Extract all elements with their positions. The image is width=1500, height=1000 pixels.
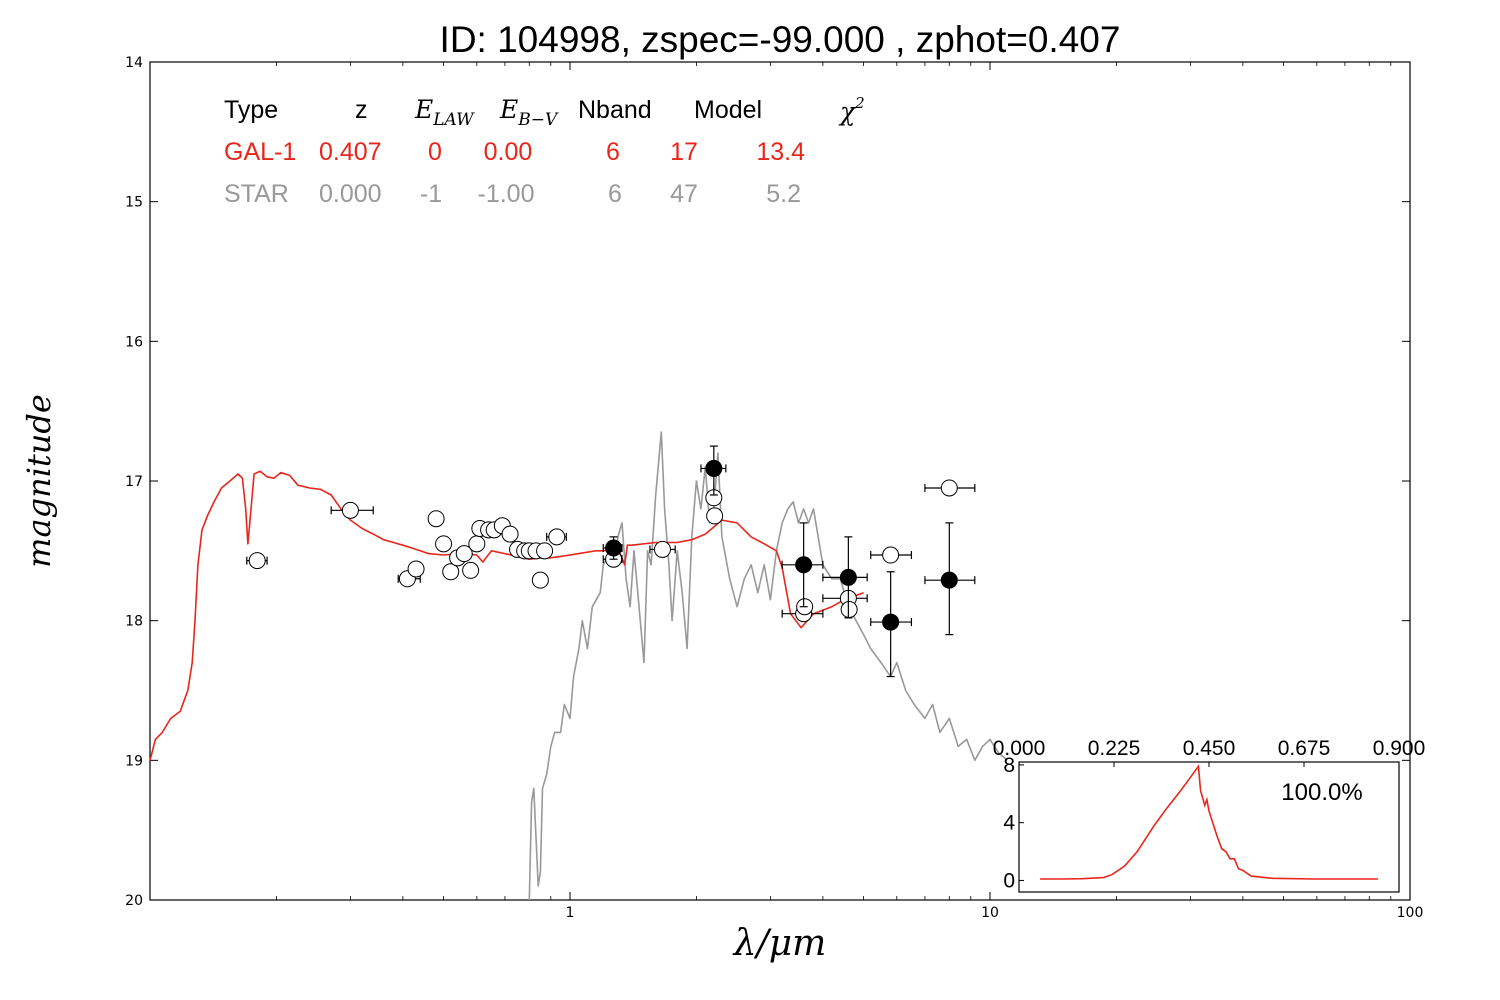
open-data-point (248, 552, 266, 570)
y-tick-label: 19 (125, 753, 143, 769)
inset-x-axis: 0.000 0.225 0.450 0.675 0.900 (993, 737, 1426, 767)
open-data-point (536, 542, 554, 560)
y-tick-label: 17 (125, 474, 143, 490)
hdr-chi2: χ2 (838, 94, 865, 126)
x-tick-label: 1 (566, 905, 575, 921)
inset-y-tick-label: 8 (1003, 754, 1015, 777)
hdr-elaw-sub: LAW (432, 110, 475, 130)
row-gal-ebv: 0.00 (484, 138, 533, 166)
inset-x-tick-label: 0.675 (1278, 737, 1331, 760)
x-axis-label: λ/μm (732, 923, 826, 964)
open-data-point (435, 535, 453, 553)
fit-table: Type z ELAW EB−V Nband Model χ2 GAL-1 0.… (224, 94, 865, 208)
x-tick-label: 10 (981, 905, 999, 921)
series-line (149, 470, 864, 761)
y-tick-label: 16 (125, 334, 143, 350)
pdz-inset: 0.000 0.225 0.450 0.675 0.900 0 4 8 100.0% (993, 737, 1426, 893)
open-data-point (840, 600, 858, 618)
hdr-ebv-main: E (499, 95, 518, 124)
series-line (528, 431, 1008, 901)
open-data-point (455, 545, 473, 563)
hdr-z: z (355, 96, 368, 124)
filled-data-point (839, 568, 857, 586)
hdr-chi-main: χ (838, 97, 857, 126)
row-star: STAR 0.000 -1 -1.00 6 47 5.2 (224, 180, 801, 208)
open-data-point (462, 561, 480, 579)
pdz-line (1040, 764, 1378, 880)
inset-y-tick-label: 0 (1003, 869, 1015, 892)
row-star-chi2: 5.2 (766, 180, 801, 208)
gal-series (149, 470, 864, 761)
row-gal-type: GAL-1 (224, 138, 296, 166)
x-axis: 1 10 100 (276, 62, 1423, 921)
hdr-chi-sup: 2 (854, 94, 865, 112)
row-star-ebv: -1.00 (478, 180, 535, 208)
x-tick-label: 100 (1397, 905, 1424, 921)
row-star-z: 0.000 (319, 180, 382, 208)
open-data-point (468, 535, 486, 553)
row-star-nband: 6 (608, 180, 622, 208)
row-star-model: 47 (670, 180, 698, 208)
hdr-elaw-main: E (414, 95, 433, 124)
open-data-point (442, 563, 460, 581)
row-gal-elaw: 0 (428, 138, 442, 166)
inset-y-tick-label: 4 (1003, 812, 1015, 835)
star-series (528, 431, 1008, 901)
open-data-point (427, 510, 445, 528)
row-star-type: STAR (224, 180, 289, 208)
open-data-point (407, 560, 425, 578)
open-data-point (341, 501, 359, 519)
filled-points (602, 445, 976, 678)
plot-area (149, 431, 1008, 901)
inset-frame (1018, 761, 1400, 893)
y-axis-label: magnitude (20, 394, 58, 568)
y-tick-label: 15 (125, 195, 143, 211)
hdr-model: Model (694, 96, 762, 124)
inset-x-tick-label: 0.450 (1183, 737, 1236, 760)
pdz-series (1040, 764, 1378, 880)
y-tick-label: 20 (125, 893, 143, 909)
row-gal-chi2: 13.4 (756, 138, 805, 166)
inset-y-axis: 0 4 8 (1003, 754, 1024, 892)
filled-data-point (882, 613, 900, 631)
open-data-point (882, 546, 900, 564)
row-gal-nband: 6 (606, 138, 620, 166)
inset-x-tick-label: 0.225 (1088, 737, 1141, 760)
hdr-ebv-sub: B−V (517, 110, 559, 130)
inset-annotation: 100.0% (1281, 779, 1362, 806)
y-tick-label: 14 (125, 55, 143, 71)
hdr-ebv: EB−V (499, 95, 559, 130)
row-gal: GAL-1 0.407 0 0.00 6 17 13.4 (224, 138, 805, 166)
open-data-point (706, 507, 724, 525)
open-data-point (653, 540, 671, 558)
open-data-point (548, 528, 566, 546)
hdr-elaw: ELAW (414, 95, 475, 130)
filled-data-point (940, 571, 958, 589)
row-star-elaw: -1 (420, 180, 442, 208)
open-data-point (531, 571, 549, 589)
open-data-point (501, 525, 519, 543)
row-gal-z: 0.407 (319, 138, 382, 166)
open-data-point (940, 479, 958, 497)
row-gal-model: 17 (670, 138, 698, 166)
filled-data-point (605, 539, 623, 557)
filled-data-point (795, 556, 813, 574)
filled-data-point (705, 459, 723, 477)
hdr-nband: Nband (578, 96, 652, 124)
inset-x-tick-label: 0.900 (1373, 737, 1426, 760)
inset-x-tick-label: 0.000 (993, 737, 1046, 760)
y-tick-label: 18 (125, 614, 143, 630)
hdr-type: Type (224, 96, 278, 124)
open-points (246, 479, 976, 623)
chart-title: ID: 104998, zspec=-99.000 , zphot=0.407 (440, 19, 1121, 60)
